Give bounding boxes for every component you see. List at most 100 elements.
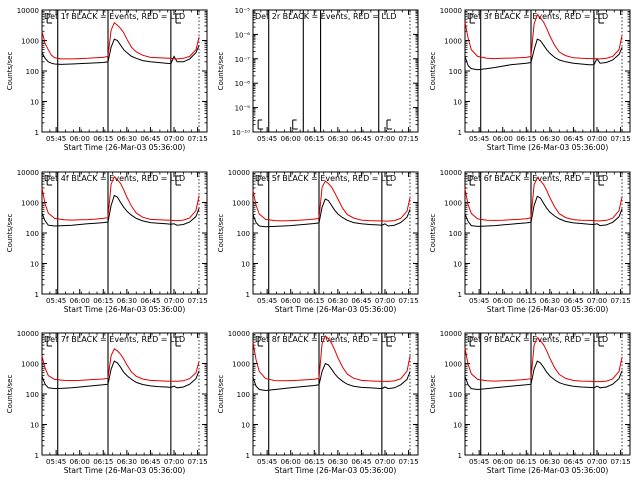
x-tick-label: 07:15 xyxy=(187,297,207,305)
x-tick-label: 07:15 xyxy=(610,135,630,143)
x-tick-label: 07:00 xyxy=(375,458,395,466)
x-tick-label: 07:00 xyxy=(375,297,395,305)
plot-frame xyxy=(252,171,419,295)
x-tick-label: 05:45 xyxy=(257,458,277,466)
flag-marker xyxy=(46,175,53,186)
x-tick-label: 07:00 xyxy=(587,458,607,466)
x-tick-label: 06:30 xyxy=(117,135,137,143)
x-tick-label: 06:30 xyxy=(328,458,348,466)
x-axis-label: Start Time (26-Mar-03 05:36:00) xyxy=(64,466,186,475)
flag-marker xyxy=(292,119,298,130)
x-tick-label: 06:00 xyxy=(281,458,301,466)
y-tick-label: 1 xyxy=(35,129,39,137)
series-line-events xyxy=(252,362,411,392)
flag-marker xyxy=(598,175,604,186)
x-axis-label: Start Time (26-Mar-03 05:36:00) xyxy=(64,305,186,314)
y-axis-label: Counts/sec xyxy=(6,214,14,253)
series-line-lld xyxy=(464,13,623,60)
panel-title: Det 5f BLACK = Events, RED = LLD xyxy=(255,174,396,183)
y-tick-label: 10 xyxy=(241,422,250,430)
series-line-lld xyxy=(41,22,200,60)
x-tick-label: 06:30 xyxy=(328,135,348,143)
x-tick-label: 06:00 xyxy=(493,297,513,305)
x-tick-label: 06:15 xyxy=(93,458,113,466)
x-tick-label: 06:45 xyxy=(351,297,371,305)
flag-marker xyxy=(469,175,476,186)
chart-panel-det5f: Det 5f BLACK = Events, RED = LLD 1 10 100 10… xyxy=(217,169,419,314)
series-line-events xyxy=(464,195,623,227)
x-tick-label: 06:15 xyxy=(516,135,536,143)
plot-frame xyxy=(464,171,631,295)
flag-marker xyxy=(469,336,476,347)
panel-title: Det 1f BLACK = Events, RED = LLD xyxy=(44,12,185,21)
flag-marker xyxy=(598,13,604,24)
y-tick-label: 10000 xyxy=(228,169,250,177)
x-tick-label: 06:00 xyxy=(70,297,90,305)
y-axis-label: Counts/sec xyxy=(6,375,14,414)
flag-marker xyxy=(257,336,264,347)
series-line-lld xyxy=(464,336,623,383)
x-tick-label: 06:45 xyxy=(140,135,160,143)
x-tick-label: 06:15 xyxy=(516,297,536,305)
x-tick-label: 05:45 xyxy=(46,458,66,466)
x-tick-label: 06:45 xyxy=(563,297,583,305)
x-tick-label: 06:00 xyxy=(281,297,301,305)
y-tick-label: 10000 xyxy=(440,330,462,338)
y-axis-label: Counts/sec xyxy=(429,214,437,253)
x-tick-label: 07:15 xyxy=(398,458,418,466)
x-tick-label: 06:45 xyxy=(140,458,160,466)
y-tick-label: 1000 xyxy=(21,38,39,46)
x-axis-label: Start Time (26-Mar-03 05:36:00) xyxy=(275,466,397,475)
x-tick-label: 06:00 xyxy=(493,458,513,466)
x-tick-label: 06:15 xyxy=(516,458,536,466)
flag-marker xyxy=(257,175,264,186)
flag-marker xyxy=(386,336,392,347)
chart-panel-det8f: Det 8f BLACK = Events, RED = LLD 1 10 100 10… xyxy=(217,330,419,475)
y-tick-label: 10 xyxy=(30,99,39,107)
panel-title: Det 9f BLACK = Events, RED = LLD xyxy=(467,335,608,344)
x-tick-label: 06:45 xyxy=(563,458,583,466)
x-tick-label: 06:15 xyxy=(93,297,113,305)
x-tick-label: 06:00 xyxy=(70,135,90,143)
x-tick-label: 06:30 xyxy=(540,135,560,143)
y-tick-label: 100 xyxy=(26,68,39,76)
flag-marker xyxy=(46,13,53,24)
y-tick-label: 100 xyxy=(449,68,462,76)
y-axis-label: Counts/sec xyxy=(6,52,14,91)
x-tick-label: 06:30 xyxy=(540,458,560,466)
y-tick-label: 10 xyxy=(453,99,462,107)
y-axis-label: Counts/sec xyxy=(217,52,225,91)
y-axis-label: Counts/sec xyxy=(429,52,437,91)
series-line-events xyxy=(41,38,200,65)
series-line-lld xyxy=(41,175,200,222)
y-tick-label: 100 xyxy=(237,230,250,238)
y-tick-label: 1000 xyxy=(21,361,39,369)
y-tick-label: 10 xyxy=(30,261,39,269)
y-tick-label: 1000 xyxy=(444,200,462,208)
series-line-lld xyxy=(41,348,200,382)
y-tick-label: 10 xyxy=(453,261,462,269)
chart-panel-det2r: Det 2r BLACK = Events, RED = LLD 10⁻¹⁰ 10⁻… xyxy=(217,7,419,143)
y-tick-label: 10⁻⁸ xyxy=(235,80,251,88)
x-axis-label: Start Time (26-Mar-03 05:36:00) xyxy=(487,466,609,475)
x-tick-label: 06:15 xyxy=(93,135,113,143)
y-tick-label: 1000 xyxy=(232,200,250,208)
x-tick-label: 07:15 xyxy=(187,458,207,466)
plot-frame xyxy=(464,9,631,133)
x-tick-label: 07:15 xyxy=(610,297,630,305)
chart-panel-det3f: Det 3f BLACK = Events, RED = LLD 1 10 100 10… xyxy=(429,7,631,152)
x-tick-label: 06:30 xyxy=(540,297,560,305)
x-tick-label: 05:45 xyxy=(257,135,277,143)
flag-marker xyxy=(46,336,53,347)
flag-marker xyxy=(598,336,604,347)
x-tick-label: 06:00 xyxy=(70,458,90,466)
flag-marker xyxy=(386,119,392,130)
y-tick-label: 100 xyxy=(237,391,250,399)
y-tick-label: 10⁻⁹ xyxy=(235,105,251,113)
chart-panel-det1f: Det 1f BLACK = Events, RED = LLD 1 10 100 10… xyxy=(6,7,208,152)
x-axis-label: Start Time (26-Mar-03 05:36:00) xyxy=(487,143,609,152)
chart-panel-det4f: Det 4f BLACK = Events, RED = LLD 1 10 100 10… xyxy=(6,169,208,314)
x-tick-label: 06:00 xyxy=(493,135,513,143)
x-tick-label: 07:15 xyxy=(398,297,418,305)
